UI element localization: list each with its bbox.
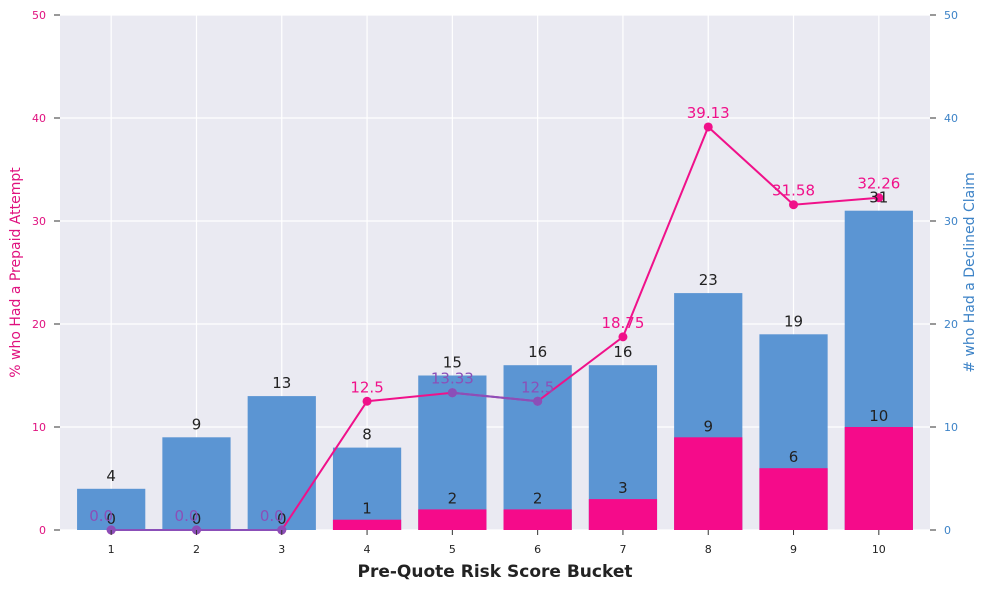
right-tick-label: 30 [944,215,958,228]
line-label: 39.13 [687,104,730,122]
x-axis-title: Pre-Quote Risk Score Bucket [358,562,633,582]
line-label: 0.0 [175,507,199,525]
bar-declined [77,488,146,530]
bar-declined [418,375,487,530]
right-tick-label: 20 [944,318,958,331]
line-point [703,122,713,132]
bar-prepaid [503,509,572,530]
y-axis-title-right: # who Had a Declined Claim [962,172,978,372]
line-label: 18.75 [601,314,644,332]
right-tick-label: 10 [944,421,958,434]
line-label: 0.0 [260,507,284,525]
bar-label-prepaid: 6 [789,448,799,466]
bar-declined [162,437,231,530]
left-tick-label: 10 [32,421,46,434]
bar-label-prepaid: 10 [869,407,888,425]
x-tick-label: 1 [108,543,115,556]
bar-label-prepaid: 0 [277,510,287,528]
bar-label-prepaid: 2 [448,489,458,507]
right-tick-label: 50 [944,9,958,22]
line-label: 12.5 [521,378,554,396]
bar-label-declined: 13 [272,374,291,392]
line-point [874,193,884,203]
left-tick-label: 40 [32,112,46,125]
line-point [618,332,628,342]
bar-label-declined: 23 [699,271,718,289]
bar-prepaid [332,519,402,530]
line-point [789,200,799,210]
line-label: 12.5 [350,378,383,396]
x-tick-label: 10 [872,543,886,556]
line-point-over-bar [447,388,457,398]
bar-prepaid [674,437,743,530]
x-tick-label: 5 [449,543,456,556]
bar-label-declined: 15 [443,354,462,372]
bar-label-prepaid: 2 [533,489,543,507]
bar-label-declined: 4 [106,467,116,485]
bar-label-prepaid: 9 [703,417,713,435]
line-segment-over-bar [452,391,538,403]
line-label: 0.0 [89,507,113,525]
bar-prepaid [759,468,828,530]
x-tick-label: 8 [705,543,712,556]
right-tick-label: 0 [944,524,951,537]
bar-label-declined: 19 [784,312,803,330]
bar-label-declined: 9 [192,415,202,433]
bar-declined [503,365,572,530]
bar-label-prepaid: 1 [362,500,372,518]
bar-label-declined: 31 [869,189,888,207]
x-tick-label: 4 [364,543,371,556]
bar-label-prepaid: 3 [618,479,628,497]
line-point [362,396,372,406]
bar-prepaid [588,499,658,530]
bar-label-declined: 16 [613,343,632,361]
bar-label-declined: 16 [528,343,547,361]
bar-label-declined: 8 [362,426,372,444]
bar-declined [332,447,402,530]
bar-prepaid [418,509,487,530]
bar-label-prepaid: 0 [106,510,116,528]
x-tick-label: 3 [278,543,285,556]
bar-declined [247,396,316,530]
y-axis-title-left: % who Had a Prepaid Attempt [8,167,24,378]
x-tick-label: 2 [193,543,200,556]
left-tick-label: 20 [32,318,46,331]
line-label: 13.33 [431,370,474,388]
left-tick-label: 50 [32,9,46,22]
left-tick-label: 30 [32,215,46,228]
x-tick-label: 6 [534,543,541,556]
bar-prepaid [844,427,913,530]
line-point-over-bar [533,396,543,406]
line-label: 31.58 [772,182,815,200]
x-tick-label: 9 [790,543,797,556]
x-tick-label: 7 [619,543,626,556]
line-label: 32.26 [857,175,900,193]
left-tick-label: 0 [39,524,46,537]
right-tick-label: 40 [944,112,958,125]
bar-label-prepaid: 0 [192,510,202,528]
